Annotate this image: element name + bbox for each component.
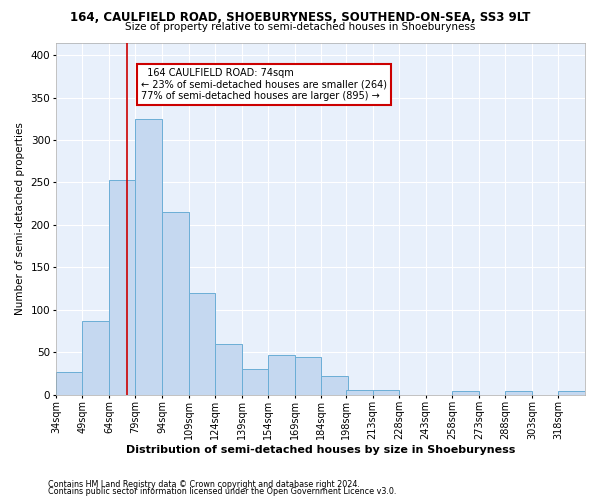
Text: 164, CAULFIELD ROAD, SHOEBURYNESS, SOUTHEND-ON-SEA, SS3 9LT: 164, CAULFIELD ROAD, SHOEBURYNESS, SOUTH… — [70, 11, 530, 24]
Text: Contains public sector information licensed under the Open Government Licence v3: Contains public sector information licen… — [48, 487, 397, 496]
Bar — [295, 357, 322, 395]
Y-axis label: Number of semi-detached properties: Number of semi-detached properties — [15, 122, 25, 315]
Bar — [505, 391, 532, 394]
Text: Contains HM Land Registry data © Crown copyright and database right 2024.: Contains HM Land Registry data © Crown c… — [48, 480, 360, 489]
Bar — [559, 391, 585, 394]
X-axis label: Distribution of semi-detached houses by size in Shoeburyness: Distribution of semi-detached houses by … — [126, 445, 515, 455]
Text: 164 CAULFIELD ROAD: 74sqm
← 23% of semi-detached houses are smaller (264)
77% of: 164 CAULFIELD ROAD: 74sqm ← 23% of semi-… — [141, 68, 387, 101]
Bar — [188, 292, 215, 394]
Bar — [242, 369, 268, 394]
Bar — [373, 390, 399, 394]
Bar — [452, 391, 479, 394]
Text: Size of property relative to semi-detached houses in Shoeburyness: Size of property relative to semi-detach… — [125, 22, 475, 32]
Bar — [268, 354, 295, 395]
Bar — [109, 180, 136, 394]
Bar — [322, 376, 348, 394]
Bar — [215, 344, 242, 394]
Bar — [162, 212, 188, 394]
Bar — [136, 119, 162, 394]
Bar — [82, 320, 109, 394]
Bar — [56, 372, 82, 394]
Bar — [346, 390, 373, 394]
